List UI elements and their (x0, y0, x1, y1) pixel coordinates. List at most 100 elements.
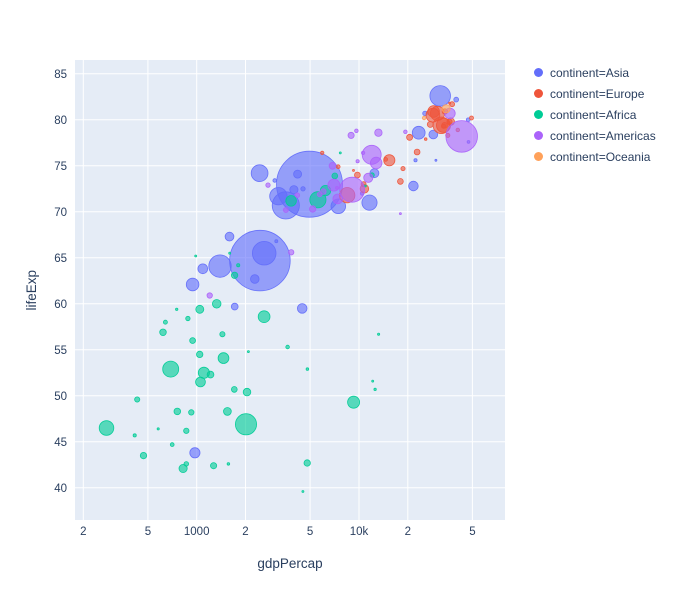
bubble-americas[interactable] (445, 120, 478, 153)
bubble-asia[interactable] (428, 129, 439, 140)
bubble-africa[interactable] (162, 360, 180, 378)
bubble-africa[interactable] (185, 315, 191, 322)
bubble-europe[interactable] (335, 164, 341, 170)
bubble-africa[interactable] (219, 331, 226, 338)
legend-item-europe[interactable]: continent=Europe (534, 83, 656, 104)
bubble-americas[interactable] (374, 128, 383, 137)
bubble-asia[interactable] (300, 186, 306, 192)
bubble-americas[interactable] (265, 182, 271, 188)
bubble-asia[interactable] (197, 263, 209, 275)
bubble-asia[interactable] (413, 158, 418, 163)
bubble-americas[interactable] (316, 191, 323, 198)
bubble-africa[interactable] (217, 352, 230, 364)
bubble-oceania[interactable] (441, 104, 451, 114)
bubble-asia[interactable] (185, 277, 200, 292)
bubble-europe[interactable] (352, 168, 355, 172)
bubble-europe[interactable] (400, 166, 406, 172)
bubble-africa[interactable] (183, 427, 190, 434)
bubble-europe[interactable] (383, 154, 396, 167)
bubble-americas[interactable] (309, 205, 317, 213)
bubble-europe[interactable] (427, 105, 440, 118)
bubble-europe[interactable] (397, 178, 404, 185)
bubble-americas[interactable] (339, 176, 366, 203)
bubble-africa[interactable] (303, 459, 311, 467)
bubble-africa[interactable] (162, 319, 168, 325)
bubble-africa[interactable] (231, 386, 238, 393)
bubble-americas[interactable] (355, 159, 360, 164)
bubble-asia[interactable] (250, 274, 260, 284)
bubble-africa[interactable] (156, 427, 160, 431)
bubble-asia[interactable] (189, 447, 201, 459)
bubble-oceania[interactable] (421, 115, 427, 121)
bubble-americas[interactable] (347, 131, 355, 139)
bubble-africa[interactable] (373, 387, 377, 391)
bubble-africa[interactable] (195, 304, 205, 314)
legend-item-americas[interactable]: continent=Americas (534, 125, 656, 146)
bubble-asia[interactable] (408, 180, 419, 192)
bubble-africa[interactable] (223, 407, 232, 416)
bubble-americas[interactable] (332, 193, 344, 205)
bubble-asia[interactable] (224, 231, 235, 242)
bubble-africa[interactable] (371, 379, 375, 383)
bubble-europe[interactable] (406, 133, 414, 141)
bubble-africa[interactable] (132, 433, 137, 438)
bubble-africa[interactable] (226, 462, 231, 466)
bubble-asia[interactable] (411, 125, 426, 140)
bubble-africa[interactable] (231, 271, 239, 279)
bubble-americas[interactable] (282, 207, 289, 213)
bubble-africa[interactable] (189, 337, 196, 344)
legend-item-asia[interactable]: continent=Asia (534, 62, 656, 83)
legend-item-oceania[interactable]: continent=Oceania (534, 146, 656, 167)
bubble-africa[interactable] (242, 387, 252, 397)
bubble-africa[interactable] (363, 184, 367, 188)
bubble-asia[interactable] (434, 158, 438, 162)
bubble-europe[interactable] (424, 137, 428, 141)
bubble-asia[interactable] (208, 254, 232, 278)
bubble-americas[interactable] (398, 212, 402, 216)
bubble-americas[interactable] (335, 185, 339, 190)
bubble-asia[interactable] (453, 96, 460, 103)
bubble-africa[interactable] (347, 395, 361, 409)
bubble-africa[interactable] (178, 463, 188, 473)
bubble-africa[interactable] (305, 367, 310, 371)
bubble-africa[interactable] (236, 263, 241, 268)
bubble-europe[interactable] (469, 115, 474, 121)
bubble-africa[interactable] (338, 151, 342, 155)
bubble-americas[interactable] (288, 249, 295, 256)
bubble-africa[interactable] (234, 413, 257, 436)
bubble-americas[interactable] (360, 150, 366, 155)
bubble-africa[interactable] (196, 350, 204, 358)
bubble-africa[interactable] (285, 195, 297, 207)
bubble-asia[interactable] (230, 302, 239, 311)
bubble-africa[interactable] (377, 332, 381, 336)
bubble-africa[interactable] (169, 442, 175, 447)
bubble-africa[interactable] (173, 407, 181, 416)
bubble-africa[interactable] (183, 461, 189, 467)
bubble-europe[interactable] (413, 148, 421, 156)
bubble-africa[interactable] (228, 251, 232, 255)
bubble-africa[interactable] (246, 350, 250, 354)
bubble-africa[interactable] (195, 376, 206, 388)
bubble-americas[interactable] (363, 172, 374, 183)
bubble-asia[interactable] (272, 178, 277, 183)
bubble-americas[interactable] (294, 192, 301, 198)
bubble-europe[interactable] (354, 171, 361, 179)
bubble-asia[interactable] (250, 164, 269, 183)
bubble-europe[interactable] (320, 150, 325, 155)
legend-item-africa[interactable]: continent=Africa (534, 104, 656, 125)
bubble-asia[interactable] (252, 240, 277, 266)
bubble-africa[interactable] (188, 409, 195, 416)
bubble-europe[interactable] (449, 101, 456, 108)
bubble-africa[interactable] (257, 310, 271, 324)
bubble-africa[interactable] (159, 328, 167, 336)
bubble-americas[interactable] (354, 128, 359, 133)
bubble-africa[interactable] (139, 451, 148, 460)
bubble-asia[interactable] (429, 85, 451, 107)
bubble-asia[interactable] (293, 169, 303, 179)
bubble-africa[interactable] (211, 299, 222, 309)
bubble-americas[interactable] (361, 144, 382, 165)
bubble-africa[interactable] (210, 462, 218, 470)
bubble-africa[interactable] (197, 366, 210, 379)
bubble-americas[interactable] (206, 292, 213, 299)
